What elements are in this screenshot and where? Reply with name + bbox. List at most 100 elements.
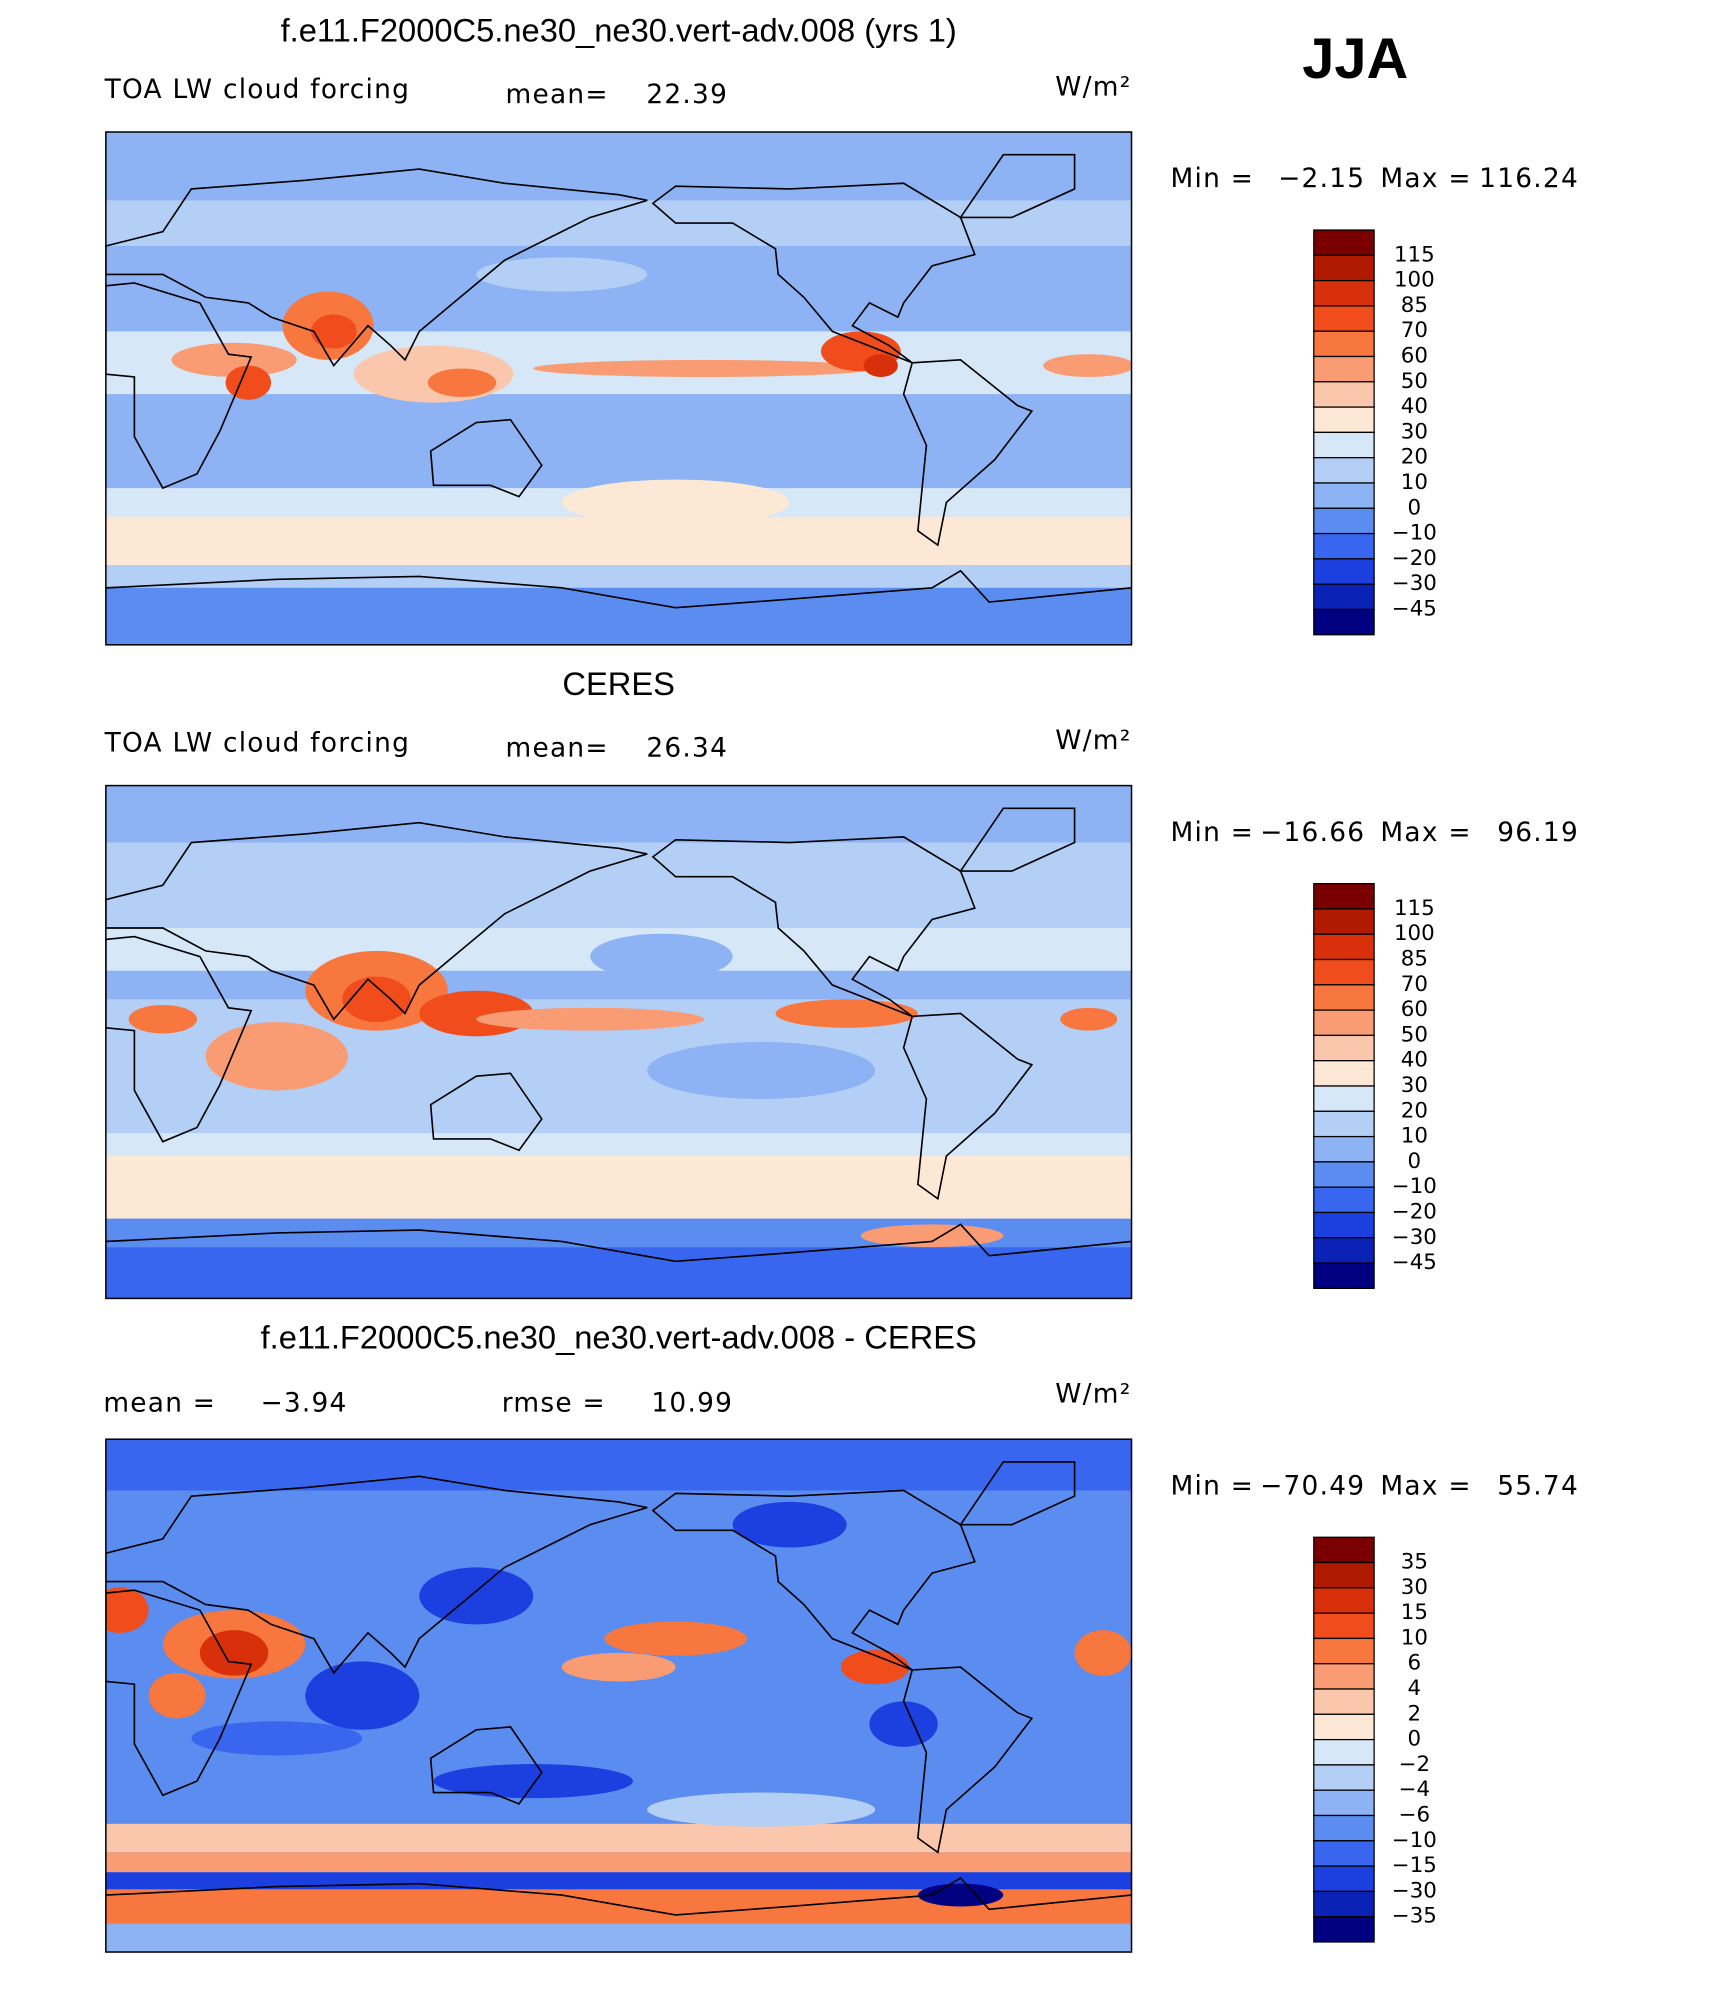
coastline [105, 1475, 648, 1675]
colorbar-box [1313, 1211, 1375, 1239]
field-blob [205, 1022, 349, 1091]
colorbar-box [1313, 1237, 1375, 1264]
colorbar-box [1313, 305, 1375, 332]
max-label: Max = [1380, 1471, 1471, 1501]
panel-title: f.e11.F2000C5.ne30_ne30.vert-adv.008 (yr… [281, 11, 957, 48]
colorbar-label: −6 [1399, 1802, 1431, 1827]
field-blob [732, 1501, 847, 1548]
colorbar-label: −10 [1392, 1828, 1437, 1853]
colorbar-box [1313, 406, 1375, 434]
field-band [105, 842, 1132, 929]
max-value: 96.19 [1497, 818, 1579, 848]
colorbar-label: 30 [1401, 1575, 1428, 1600]
map [105, 1439, 1132, 1953]
colorbar-box [1313, 381, 1375, 408]
field-blob [199, 1630, 269, 1676]
colorbar-box [1313, 583, 1375, 611]
field-blob [863, 354, 898, 377]
coastline [429, 1072, 543, 1152]
coastline [902, 1012, 1034, 1201]
field-band [105, 516, 1132, 566]
coastline [959, 153, 1076, 219]
colorbar-box [1313, 1587, 1375, 1614]
coastline [959, 807, 1076, 872]
stat-label: mean = [103, 1389, 216, 1419]
colorbar-label: −30 [1392, 571, 1437, 596]
colorbar-box [1313, 330, 1375, 358]
colorbar-label: 15 [1401, 1600, 1428, 1625]
colorbar-label: 35 [1401, 1550, 1428, 1575]
colorbar-label: 100 [1394, 268, 1435, 293]
min-label: Min = [1170, 164, 1254, 194]
colorbar-box [1313, 1916, 1375, 1943]
colorbar-box [1313, 1262, 1375, 1289]
field-blob [148, 1672, 206, 1719]
coastline [105, 1876, 1132, 1916]
field-band [105, 1439, 1132, 1491]
colorbar-label: −10 [1392, 521, 1437, 546]
colorbar-box [1313, 1840, 1375, 1867]
field-band [105, 785, 1132, 843]
field-blob [1060, 1007, 1118, 1031]
field-band [105, 565, 1132, 588]
colorbar-box [1313, 1009, 1375, 1037]
max-label: Max = [1380, 818, 1471, 848]
colorbar-label: 40 [1401, 1048, 1428, 1073]
units: W/m² [1055, 72, 1131, 102]
colorbar-box [1313, 254, 1375, 282]
colorbar-label: 10 [1401, 1625, 1428, 1650]
coastline [959, 1461, 1076, 1526]
colorbar-box [1313, 1161, 1375, 1188]
field-band [105, 1133, 1132, 1156]
max-value: 116.24 [1479, 164, 1579, 194]
colorbar-label: −30 [1392, 1878, 1437, 1903]
colorbar-box [1313, 1738, 1375, 1766]
stat-value: 26.34 [646, 734, 728, 764]
colorbar-box [1313, 1135, 1375, 1163]
stat-label: mean= [506, 734, 609, 764]
field-blob [1074, 1630, 1132, 1676]
colorbar-box [1313, 1789, 1375, 1817]
colorbar-label: −45 [1392, 1250, 1437, 1275]
colorbar-label: −20 [1392, 546, 1437, 571]
stat-value: 10.99 [651, 1389, 733, 1419]
colorbar-box [1313, 984, 1375, 1011]
colorbar-label: −10 [1392, 1174, 1437, 1199]
field-band [105, 1852, 1132, 1873]
field-band [105, 970, 1132, 1000]
field-blob [225, 365, 272, 400]
colorbar-label: 115 [1394, 242, 1435, 267]
colorbar-label: 4 [1408, 1676, 1422, 1701]
colorbar-box [1313, 1186, 1375, 1214]
field-blob [310, 314, 357, 349]
stat-value: −3.94 [260, 1389, 347, 1419]
field-blob [433, 1763, 633, 1799]
colorbar-label: 0 [1408, 1149, 1422, 1174]
colorbar-box [1313, 908, 1375, 935]
field-band [105, 200, 1132, 246]
min-label: Min = [1170, 818, 1254, 848]
field-blob [561, 479, 790, 526]
colorbar-box [1313, 608, 1375, 636]
field-blob [869, 1701, 938, 1747]
field-band [105, 1247, 1132, 1299]
colorbar-box [1313, 229, 1375, 256]
colorbar-box [1313, 355, 1375, 383]
field-blob [533, 359, 876, 377]
colorbar-box [1313, 933, 1375, 961]
colorbar-label: −45 [1392, 596, 1437, 621]
colorbar-box [1313, 1764, 1375, 1791]
stat-label: rmse = [502, 1389, 606, 1419]
colorbar-box [1313, 431, 1375, 459]
colorbar-box [1313, 1663, 1375, 1690]
coastline [651, 182, 976, 364]
map-frame [105, 784, 1133, 1300]
coastline [105, 1223, 1132, 1263]
min-value: −70.49 [1260, 1471, 1365, 1501]
colorbar-box [1313, 1612, 1375, 1640]
colorbar-label: 85 [1401, 947, 1428, 972]
coastline [105, 1589, 253, 1797]
coastline [105, 168, 648, 368]
colorbar-box [1313, 958, 1375, 986]
